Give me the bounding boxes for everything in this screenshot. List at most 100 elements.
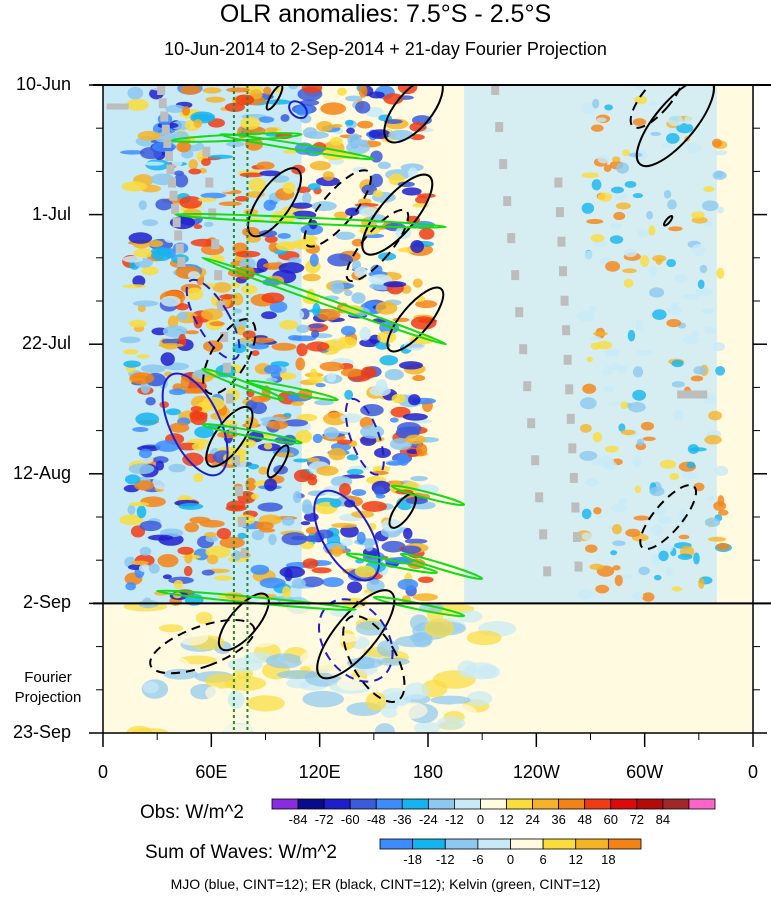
olr-anomaly-cell — [123, 360, 141, 368]
waves-colorbar-tick-label: 12 — [568, 852, 583, 867]
olr-anomaly-cell — [416, 443, 428, 456]
olr-anomaly-cell — [361, 501, 388, 512]
olr-anomaly-cell — [677, 553, 693, 560]
olr-anomaly-cell — [632, 193, 644, 199]
olr-anomaly-cell — [281, 516, 295, 526]
olr-anomaly-cell — [581, 172, 600, 179]
olr-anomaly-cell — [358, 198, 372, 204]
olr-anomaly-cell — [139, 546, 152, 556]
y-tick-label: 2-Sep — [22, 592, 71, 613]
olr-anomaly-cell — [250, 395, 270, 403]
olr-anomaly-cell — [377, 330, 397, 344]
projection-cell — [430, 695, 471, 705]
olr-anomaly-cell — [145, 397, 156, 406]
olr-anomaly-cell — [634, 85, 646, 91]
olr-anomaly-cell — [651, 524, 664, 536]
olr-anomaly-cell — [715, 542, 730, 551]
olr-anomaly-cell — [322, 577, 344, 588]
obs-colorbar-swatch — [375, 798, 403, 810]
olr-anomaly-cell — [205, 96, 226, 103]
olr-anomaly-cell — [408, 394, 421, 406]
olr-anomaly-cell — [704, 517, 721, 528]
missing-data-patch — [565, 384, 574, 395]
projection-cell — [287, 722, 326, 733]
olr-anomaly-cell — [301, 85, 323, 94]
olr-anomaly-cell — [581, 508, 592, 520]
olr-anomaly-cell — [593, 507, 602, 515]
obs-colorbar-tick-label: -24 — [418, 812, 438, 827]
projection-cell — [414, 721, 440, 733]
olr-anomaly-cell — [610, 222, 622, 230]
missing-data-patch — [519, 344, 528, 355]
olr-anomaly-cell — [302, 535, 323, 542]
olr-anomaly-cell — [232, 550, 241, 561]
olr-anomaly-cell — [147, 240, 164, 248]
y-tick-label: 10-Jun — [15, 74, 71, 94]
olr-anomaly-cell — [636, 438, 645, 446]
olr-anomaly-cell — [370, 150, 383, 163]
olr-anomaly-cell — [354, 565, 376, 578]
obs-colorbar-tick-label: -48 — [366, 812, 386, 827]
olr-anomaly-cell — [620, 401, 629, 410]
missing-data-patch — [555, 207, 564, 218]
olr-anomaly-cell — [333, 211, 349, 219]
olr-anomaly-cell — [671, 359, 684, 368]
olr-anomaly-cell — [620, 429, 636, 436]
obs-colorbar-tick-label: -36 — [392, 812, 412, 827]
olr-anomaly-cell — [194, 426, 214, 439]
olr-anomaly-cell — [381, 518, 403, 532]
er-contour — [361, 173, 434, 256]
waves-colorbar-swatch — [379, 838, 414, 850]
olr-anomaly-cell — [716, 267, 725, 279]
olr-anomaly-cell — [656, 543, 673, 554]
olr-anomaly-cell — [400, 545, 422, 554]
olr-anomaly-cell — [210, 185, 234, 193]
olr-anomaly-cell — [581, 532, 593, 541]
olr-anomaly-cell — [328, 447, 346, 461]
olr-anomaly-cell — [611, 524, 622, 535]
olr-anomaly-cell — [623, 248, 637, 258]
olr-anomaly-cell — [631, 592, 644, 600]
kelvin-contour — [219, 133, 375, 161]
olr-anomaly-cell — [397, 452, 410, 466]
projection-cell — [396, 702, 428, 719]
olr-anomaly-cell — [315, 382, 326, 388]
waves-colorbar-tick-label: -6 — [472, 852, 484, 867]
olr-anomaly-cell — [659, 459, 677, 469]
olr-anomaly-cell — [646, 540, 655, 552]
olr-anomaly-cell — [326, 372, 337, 383]
obs-colorbar-tick-label: 84 — [655, 812, 671, 827]
olr-anomaly-cell — [683, 335, 700, 345]
olr-anomaly-cell — [389, 417, 399, 423]
olr-anomaly-cell — [137, 130, 161, 141]
olr-anomaly-cell — [202, 230, 220, 236]
missing-data-patch — [166, 164, 175, 175]
olr-anomaly-cell — [302, 558, 319, 569]
olr-anomaly-cell — [157, 553, 179, 568]
waves-colorbar-tick-label: -18 — [403, 852, 423, 867]
waves-colorbar-swatch — [412, 838, 446, 850]
olr-anomaly-cell — [268, 533, 277, 545]
olr-anomaly-cell — [347, 581, 363, 594]
olr-anomaly-cell — [650, 131, 662, 136]
olr-anomaly-cell — [373, 486, 385, 497]
olr-anomaly-cell — [346, 127, 355, 134]
projection-cell — [355, 620, 387, 636]
olr-anomaly-cell — [136, 354, 150, 359]
projection-cell — [424, 618, 455, 638]
missing-data-patch — [539, 529, 548, 540]
olr-anomaly-cell — [577, 589, 594, 600]
waves-colorbar-label: Sum of Waves: W/m^2 — [145, 842, 337, 863]
olr-anomaly-cell — [247, 463, 260, 470]
olr-anomaly-cell — [308, 323, 325, 329]
olr-anomaly-cell — [128, 501, 150, 507]
olr-anomaly-cell — [609, 235, 624, 244]
er-contour — [342, 614, 406, 703]
olr-anomaly-cell — [412, 593, 439, 602]
olr-anomaly-cell — [214, 575, 233, 581]
projection-cell — [165, 692, 188, 703]
olr-anomaly-cell — [159, 401, 169, 409]
olr-anomaly-cell — [632, 389, 647, 401]
olr-anomaly-cell — [282, 586, 291, 599]
olr-anomaly-cell — [258, 116, 275, 123]
